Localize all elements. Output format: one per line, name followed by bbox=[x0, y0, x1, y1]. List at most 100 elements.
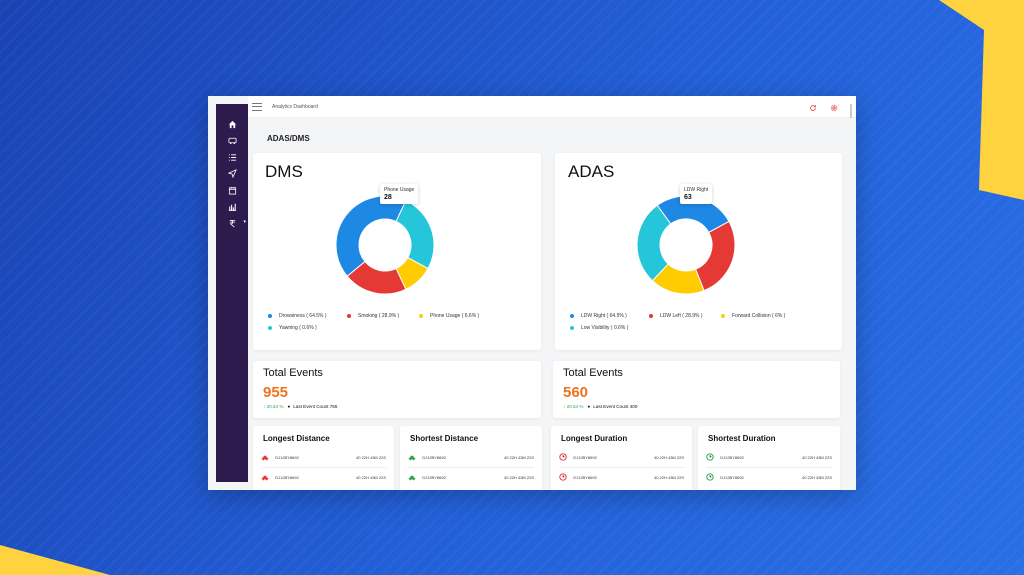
car-icon bbox=[261, 453, 275, 461]
settings-icon[interactable] bbox=[829, 103, 838, 112]
total-events-card: Total Events 955 ↑ 20.54 % ● Last Event … bbox=[253, 361, 541, 418]
legend-label: Drowsiness ( 64.5% ) bbox=[279, 313, 327, 319]
legend-swatch bbox=[721, 314, 725, 318]
list-item[interactable]: GJ12BY8692 40 22H 43M 22S bbox=[408, 450, 534, 464]
dms-chart-card: DMS Phone Usage 28 Drowsiness ( 64.5% ) S… bbox=[253, 153, 541, 350]
legend-item[interactable]: Phone Usage ( 6.6% ) bbox=[419, 313, 479, 319]
metric-value: 40 22H 43M 22S bbox=[653, 474, 684, 480]
legend-item[interactable]: Low Visibility ( 0.6% ) bbox=[570, 325, 628, 331]
clock-icon bbox=[706, 453, 720, 461]
metric-card: Shortest Duration GJ12BY8692 40 22H 43M … bbox=[698, 426, 840, 490]
dms-donut-chart[interactable] bbox=[335, 195, 435, 295]
decorative-accent-shape bbox=[939, 0, 1024, 200]
bus-icon[interactable] bbox=[224, 135, 240, 148]
total-events-card: Total Events 560 ↑ 20.54 % ● Last Event … bbox=[553, 361, 840, 418]
last-event-count: Last Event Count 755 bbox=[293, 404, 338, 409]
metric-value: 40 22H 43M 22S bbox=[355, 454, 386, 460]
list-item[interactable]: GJ12BY8692 40 22H 43M 22S bbox=[706, 450, 832, 464]
list-item[interactable]: GJ12BY8692 40 22H 43M 22S bbox=[559, 450, 684, 464]
scrollbar[interactable] bbox=[850, 104, 852, 118]
legend-swatch bbox=[268, 326, 272, 330]
metric-title: Longest Distance bbox=[263, 434, 330, 443]
legend-label: Smoking ( 28.9% ) bbox=[358, 313, 400, 319]
total-events-title: Total Events bbox=[263, 367, 323, 379]
legend-swatch bbox=[419, 314, 423, 318]
dms-tooltip: Phone Usage 28 bbox=[380, 184, 419, 204]
vehicle-number: GJ12BY8692 bbox=[275, 454, 299, 460]
top-bar: Analytics Dashboard bbox=[248, 96, 856, 118]
chevron-down-icon[interactable]: ▾ bbox=[243, 219, 246, 225]
vehicle-number: GJ12BY8692 bbox=[275, 474, 299, 480]
legend-swatch bbox=[570, 326, 574, 330]
legend-item[interactable]: Smoking ( 28.9% ) bbox=[347, 313, 399, 319]
adas-title: ADAS bbox=[568, 162, 615, 181]
metric-title: Shortest Duration bbox=[708, 434, 776, 443]
donut-slice-yawning[interactable] bbox=[395, 199, 435, 270]
list-icon[interactable] bbox=[224, 151, 240, 164]
adas-tooltip: LDW Right 63 bbox=[680, 184, 713, 204]
legend-label: LDW Right ( 64.5% ) bbox=[581, 313, 627, 319]
legend-item[interactable]: Forward Collision ( 6% ) bbox=[721, 313, 785, 319]
metric-value: 40 22H 43M 22S bbox=[801, 454, 832, 460]
dms-title: DMS bbox=[265, 162, 303, 181]
change-percent: ↑ 20.54 % bbox=[563, 404, 584, 409]
home-icon[interactable] bbox=[224, 118, 240, 131]
legend-label: LDW Left ( 28.9% ) bbox=[660, 313, 703, 319]
bar-chart-icon[interactable] bbox=[224, 201, 240, 214]
menu-icon[interactable] bbox=[252, 102, 262, 111]
metric-value: 40 22H 43M 22S bbox=[503, 454, 534, 460]
legend-item[interactable]: Yawning ( 0.6% ) bbox=[268, 325, 317, 331]
donut-slice-low-visibility[interactable] bbox=[636, 204, 672, 282]
car-icon bbox=[408, 473, 422, 481]
vehicle-number: GJ12BY8692 bbox=[720, 454, 744, 460]
bullet-icon: ● bbox=[587, 404, 591, 409]
app-title: Analytics Dashboard bbox=[272, 103, 318, 110]
metric-card: Longest Distance GJ12BY8692 40 22H 43M 2… bbox=[253, 426, 394, 490]
metric-value: 40 22H 43M 22S bbox=[503, 474, 534, 480]
vehicle-number: GJ12BY8692 bbox=[573, 474, 597, 480]
legend-swatch bbox=[347, 314, 351, 318]
navigation-icon[interactable] bbox=[224, 168, 240, 181]
total-events-title: Total Events bbox=[563, 367, 623, 379]
refresh-icon[interactable] bbox=[808, 103, 817, 112]
page-title: ADAS/DMS bbox=[267, 134, 310, 143]
donut-slice-ldw-left[interactable] bbox=[694, 220, 736, 292]
car-icon bbox=[261, 473, 275, 481]
legend-label: Low Visibility ( 0.6% ) bbox=[581, 325, 629, 331]
vehicle-number: GJ12BY8692 bbox=[422, 474, 446, 480]
vehicle-number: GJ12BY8692 bbox=[422, 454, 446, 460]
list-item[interactable]: GJ12BY8692 40 22H 43M 22S bbox=[408, 470, 534, 484]
tooltip-label: Phone Usage bbox=[384, 187, 415, 193]
legend-swatch bbox=[649, 314, 653, 318]
donut-slice-smoking[interactable] bbox=[346, 260, 407, 295]
donut-slice-drowsiness[interactable] bbox=[335, 195, 407, 277]
total-events-value: 560 bbox=[563, 384, 589, 401]
legend-item[interactable]: Drowsiness ( 64.5% ) bbox=[268, 313, 327, 319]
list-item[interactable]: GJ12BY8692 40 22H 43M 22S bbox=[261, 470, 386, 484]
car-icon bbox=[408, 453, 422, 461]
dashboard-window: ▾ Analytics Dashboard ADAS/DMS DMS Phone… bbox=[208, 96, 856, 490]
last-event-count: Last Event Count 400 bbox=[593, 404, 638, 409]
tooltip-value: 63 bbox=[684, 194, 692, 201]
legend-item[interactable]: LDW Right ( 64.5% ) bbox=[570, 313, 627, 319]
sidebar: ▾ bbox=[216, 104, 248, 482]
legend-label: Phone Usage ( 6.6% ) bbox=[430, 313, 480, 319]
clock-icon bbox=[559, 453, 573, 461]
list-item[interactable]: GJ12BY8692 40 22H 43M 22S bbox=[706, 470, 832, 484]
metric-card: Shortest Distance GJ12BY8692 40 22H 43M … bbox=[400, 426, 542, 490]
legend-item[interactable]: LDW Left ( 28.9% ) bbox=[649, 313, 703, 319]
adas-donut-chart[interactable] bbox=[636, 195, 736, 295]
rupee-icon[interactable]: ▾ bbox=[224, 217, 246, 230]
list-item[interactable]: GJ12BY8692 40 22H 43M 22S bbox=[559, 470, 684, 484]
metric-title: Shortest Distance bbox=[410, 434, 479, 443]
calendar-icon[interactable] bbox=[224, 184, 240, 197]
list-item[interactable]: GJ12BY8692 40 22H 43M 22S bbox=[261, 450, 386, 464]
metric-title: Longest Duration bbox=[561, 434, 628, 443]
adas-chart-card: ADAS LDW Right 63 LDW Right ( 64.5% ) LDW… bbox=[555, 153, 842, 350]
divider bbox=[559, 467, 684, 468]
tooltip-value: 28 bbox=[384, 194, 392, 201]
vehicle-number: GJ12BY8692 bbox=[573, 454, 597, 460]
divider bbox=[408, 467, 534, 468]
divider bbox=[706, 467, 832, 468]
vehicle-number: GJ12BY8692 bbox=[720, 474, 744, 480]
